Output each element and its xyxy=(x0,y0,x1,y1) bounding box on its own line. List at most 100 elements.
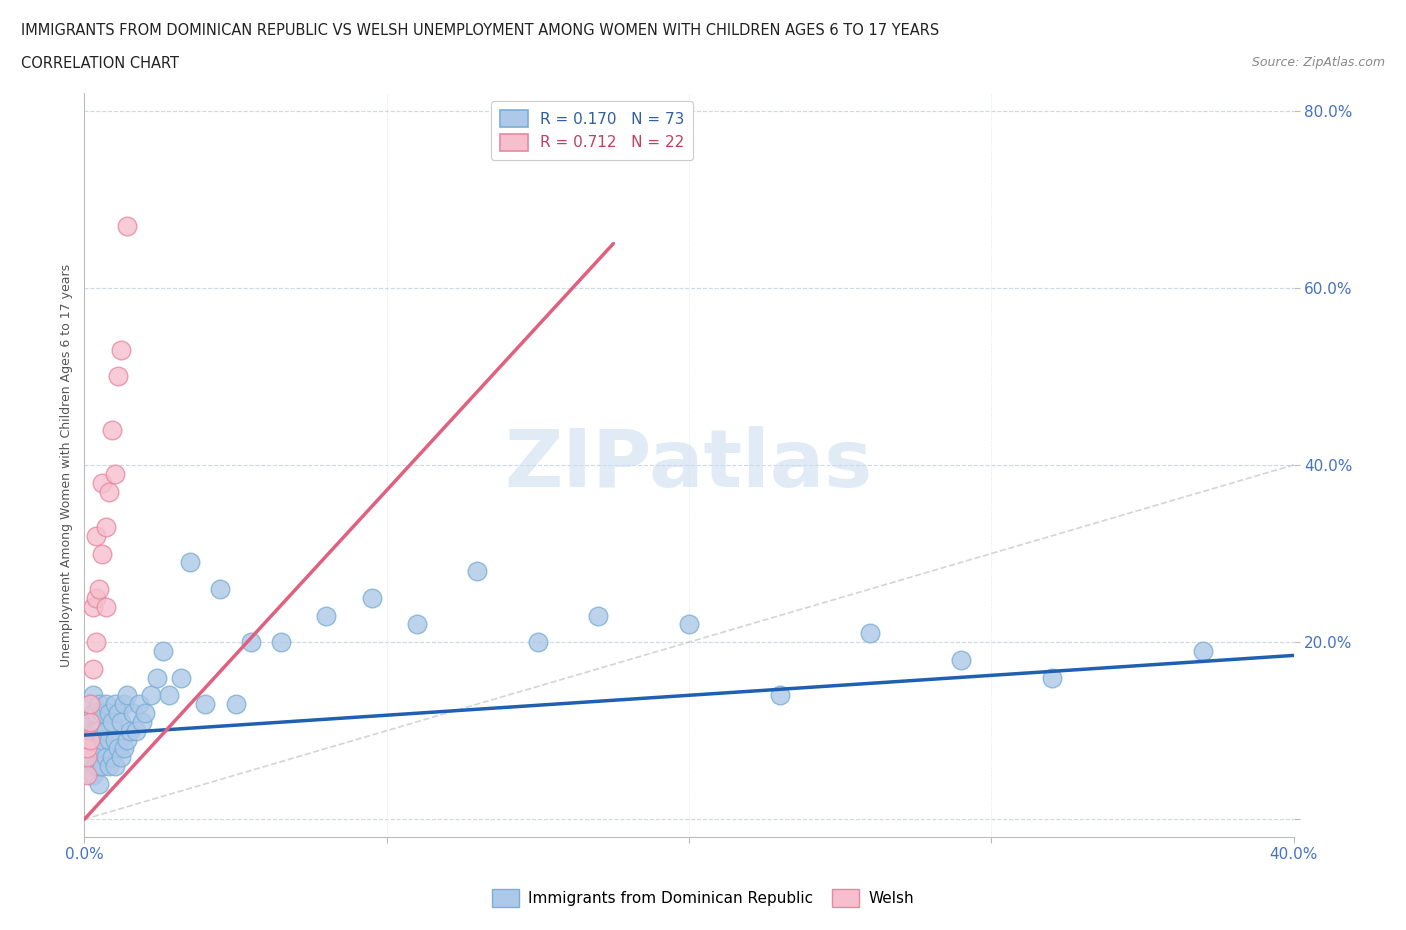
Point xyxy=(270,634,292,649)
Text: ZIPatlas: ZIPatlas xyxy=(505,426,873,504)
Point xyxy=(97,485,120,499)
Point xyxy=(110,750,132,764)
Point xyxy=(225,697,247,711)
Point xyxy=(86,634,108,649)
Point xyxy=(82,741,104,756)
Point xyxy=(950,653,973,668)
Point xyxy=(179,555,201,570)
Point xyxy=(110,342,132,357)
Point xyxy=(157,688,180,703)
Legend: Immigrants from Dominican Republic, Welsh: Immigrants from Dominican Republic, Wels… xyxy=(485,884,921,913)
Text: Source: ZipAtlas.com: Source: ZipAtlas.com xyxy=(1251,56,1385,69)
Point xyxy=(89,724,111,738)
Point xyxy=(859,626,882,641)
Point xyxy=(79,714,101,729)
Point xyxy=(82,599,104,614)
Point xyxy=(89,741,111,756)
Point xyxy=(110,714,132,729)
Point xyxy=(100,714,122,729)
Y-axis label: Unemployment Among Women with Children Ages 6 to 17 years: Unemployment Among Women with Children A… xyxy=(60,263,73,667)
Point xyxy=(146,671,169,685)
Point xyxy=(89,581,111,596)
Point xyxy=(406,617,429,631)
Point xyxy=(118,724,141,738)
Point xyxy=(360,591,382,605)
Point xyxy=(79,732,101,747)
Point xyxy=(152,644,174,658)
Point xyxy=(86,759,108,774)
Point xyxy=(91,759,114,774)
Point xyxy=(526,634,548,649)
Point xyxy=(769,688,792,703)
Point xyxy=(91,706,114,721)
Point xyxy=(76,759,98,774)
Point xyxy=(115,219,138,233)
Point xyxy=(131,714,153,729)
Point xyxy=(112,741,135,756)
Point xyxy=(79,750,101,764)
Point xyxy=(112,697,135,711)
Point xyxy=(91,475,114,490)
Point xyxy=(79,732,101,747)
Point xyxy=(82,767,104,782)
Point xyxy=(86,528,108,543)
Point xyxy=(121,706,143,721)
Legend: R = 0.170   N = 73, R = 0.712   N = 22: R = 0.170 N = 73, R = 0.712 N = 22 xyxy=(491,100,693,160)
Point xyxy=(104,759,127,774)
Point xyxy=(239,634,262,649)
Point xyxy=(115,732,138,747)
Point xyxy=(76,724,98,738)
Point xyxy=(76,750,98,764)
Point xyxy=(104,467,127,482)
Point xyxy=(94,724,117,738)
Point xyxy=(94,599,117,614)
Point xyxy=(86,724,108,738)
Point xyxy=(76,741,98,756)
Point xyxy=(100,422,122,437)
Point xyxy=(76,741,98,756)
Point xyxy=(134,706,156,721)
Point xyxy=(678,617,700,631)
Point xyxy=(86,706,108,721)
Point xyxy=(79,697,101,711)
Point xyxy=(139,688,162,703)
Point xyxy=(315,608,337,623)
Point xyxy=(97,732,120,747)
Point xyxy=(100,750,122,764)
Point xyxy=(128,697,150,711)
Point xyxy=(91,546,114,561)
Point xyxy=(79,714,101,729)
Point xyxy=(107,369,129,384)
Point xyxy=(104,697,127,711)
Point xyxy=(82,688,104,703)
Point xyxy=(1040,671,1063,685)
Point xyxy=(94,750,117,764)
Point xyxy=(79,767,101,782)
Point xyxy=(89,697,111,711)
Point xyxy=(94,697,117,711)
Point xyxy=(209,581,232,596)
Point xyxy=(115,688,138,703)
Point xyxy=(125,724,148,738)
Point xyxy=(82,661,104,676)
Point xyxy=(588,608,610,623)
Point xyxy=(1191,644,1213,658)
Point xyxy=(194,697,217,711)
Text: CORRELATION CHART: CORRELATION CHART xyxy=(21,56,179,71)
Point xyxy=(170,671,193,685)
Point xyxy=(89,777,111,791)
Point xyxy=(86,741,108,756)
Point xyxy=(82,724,104,738)
Point xyxy=(86,591,108,605)
Point xyxy=(107,706,129,721)
Point xyxy=(79,697,101,711)
Point xyxy=(82,706,104,721)
Point xyxy=(467,564,489,578)
Text: IMMIGRANTS FROM DOMINICAN REPUBLIC VS WELSH UNEMPLOYMENT AMONG WOMEN WITH CHILDR: IMMIGRANTS FROM DOMINICAN REPUBLIC VS WE… xyxy=(21,23,939,38)
Point xyxy=(91,732,114,747)
Point xyxy=(76,767,98,782)
Point xyxy=(97,759,120,774)
Point xyxy=(94,520,117,535)
Point xyxy=(89,759,111,774)
Point xyxy=(97,706,120,721)
